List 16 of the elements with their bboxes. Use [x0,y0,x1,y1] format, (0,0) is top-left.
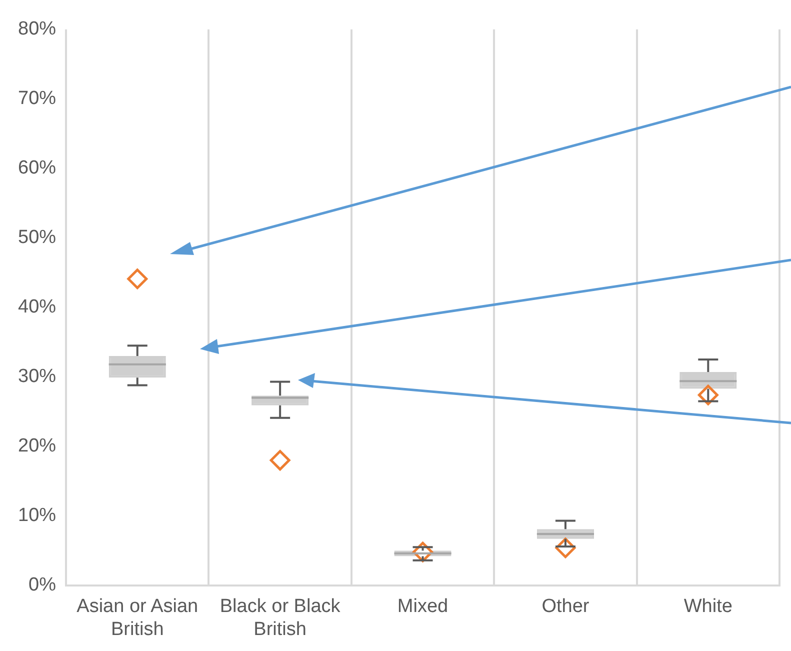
y-tick-label: 0% [28,574,56,596]
y-tick-label: 60% [18,158,56,179]
y-tick-label: 30% [18,366,56,388]
y-tick-label: 80% [18,18,56,40]
y-tick-label: 10% [18,505,56,526]
x-tick-label: Mixed [397,596,448,618]
x-tick-label: Other [542,596,590,618]
x-tick-label: Asian or Asian British [76,596,198,640]
point [127,268,148,290]
x-tick-label: White [684,596,732,618]
x-tick-label: Black or Black British [220,596,341,640]
y-tick-label: 50% [18,227,56,248]
y-tick-label: 20% [18,436,56,457]
y-tick-label: 40% [18,296,56,318]
y-tick-label: 70% [18,88,56,110]
point [270,450,290,471]
